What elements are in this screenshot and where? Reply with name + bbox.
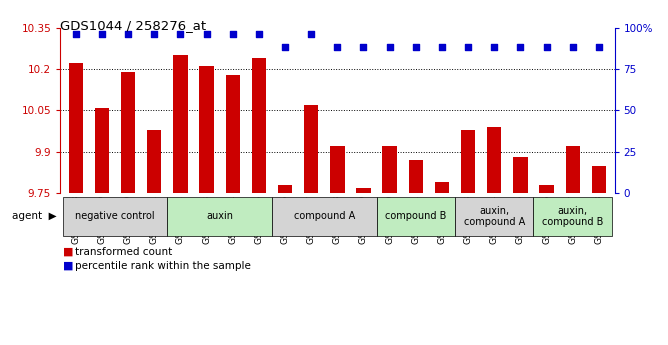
Bar	[330, 146, 345, 193]
Bar	[173, 55, 188, 193]
Point	[227, 31, 238, 37]
Text: compound A: compound A	[294, 211, 355, 221]
Point	[463, 45, 474, 50]
Text: GDS1044 / 258276_at: GDS1044 / 258276_at	[60, 19, 206, 32]
Bar	[592, 166, 606, 193]
Bar	[69, 63, 83, 193]
Bar	[513, 157, 528, 193]
Bar	[199, 66, 214, 193]
Text: ■: ■	[63, 261, 74, 270]
Point	[123, 31, 134, 37]
Bar	[121, 72, 136, 193]
Bar	[566, 146, 580, 193]
Text: auxin,
compound B: auxin, compound B	[542, 206, 603, 227]
Bar	[226, 75, 240, 193]
Point	[437, 45, 448, 50]
Point	[306, 31, 317, 37]
Bar	[278, 185, 292, 193]
Text: negative control: negative control	[75, 211, 155, 221]
Point	[254, 31, 265, 37]
Point	[70, 31, 81, 37]
Point	[594, 45, 605, 50]
Text: auxin,
compound A: auxin, compound A	[464, 206, 525, 227]
Point	[567, 45, 578, 50]
Bar	[95, 108, 109, 193]
Bar	[409, 160, 423, 193]
Bar	[539, 185, 554, 193]
Point	[97, 31, 108, 37]
Bar	[252, 58, 266, 193]
Text: agent  ▶: agent ▶	[12, 211, 57, 221]
Bar	[304, 105, 319, 193]
Point	[149, 31, 160, 37]
Text: transformed count: transformed count	[75, 247, 172, 257]
Point	[280, 45, 291, 50]
Point	[384, 45, 395, 50]
Point	[201, 31, 212, 37]
Text: ■: ■	[63, 247, 74, 257]
Point	[515, 45, 526, 50]
Text: auxin: auxin	[206, 211, 233, 221]
Point	[489, 45, 500, 50]
Bar	[356, 188, 371, 193]
Point	[358, 45, 369, 50]
Bar	[461, 130, 476, 193]
Bar	[487, 127, 502, 193]
Bar	[383, 146, 397, 193]
Point	[175, 31, 186, 37]
Text: percentile rank within the sample: percentile rank within the sample	[75, 261, 250, 270]
Point	[541, 45, 552, 50]
Text: compound B: compound B	[385, 211, 446, 221]
Bar	[435, 182, 449, 193]
Point	[332, 45, 343, 50]
Point	[410, 45, 421, 50]
Bar	[147, 130, 162, 193]
